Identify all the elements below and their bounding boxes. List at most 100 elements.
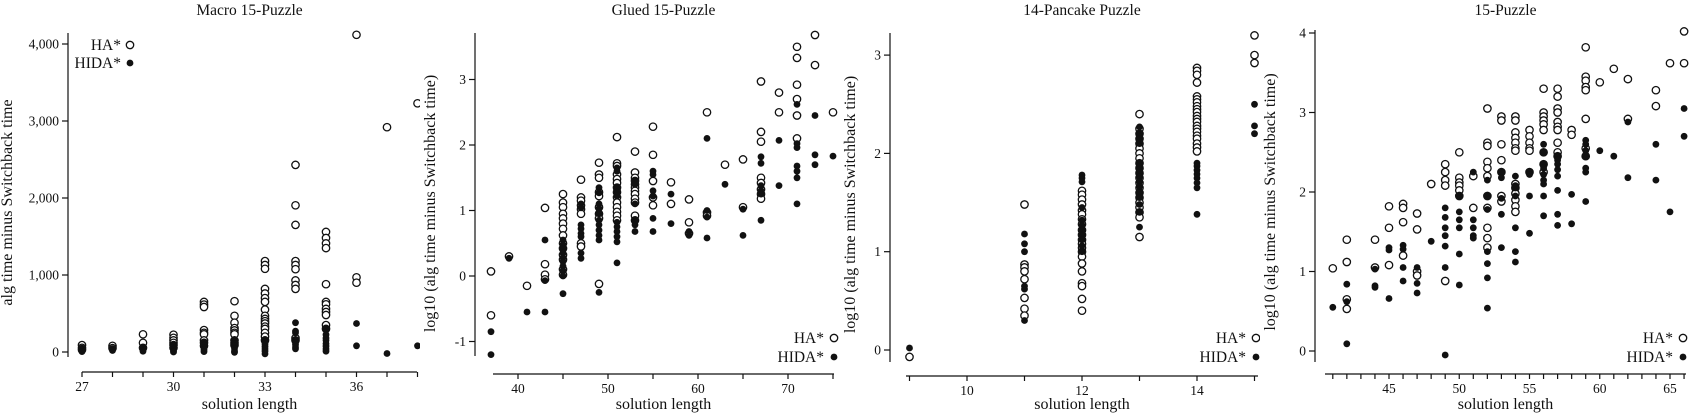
- data-point-hida: [1582, 140, 1590, 148]
- data-point-ha: [1497, 155, 1506, 165]
- y-tick-label: 3: [1299, 105, 1306, 120]
- data-point-hida: [505, 254, 513, 262]
- data-point-hida: [1078, 231, 1086, 239]
- data-point-hida: [1484, 304, 1491, 312]
- data-point-hida: [757, 153, 765, 161]
- data-point-hida: [1078, 204, 1086, 211]
- data-point-hida: [1193, 184, 1201, 192]
- data-point-hida: [1441, 214, 1449, 221]
- data-point-hida: [1427, 237, 1435, 245]
- series-ha: [1328, 27, 1689, 314]
- data-point-ha: [1511, 116, 1520, 125]
- data-point-hida: [1136, 209, 1143, 216]
- data-point-hida: [775, 137, 783, 144]
- data-point-hida: [1484, 176, 1491, 184]
- y-axis: 0 1 2 3: [874, 33, 891, 362]
- data-point-ha: [594, 158, 604, 168]
- data-point-ha: [774, 107, 784, 117]
- data-point-ha: [1539, 125, 1548, 135]
- data-point-hida: [577, 254, 585, 262]
- data-point-ha: [1077, 267, 1087, 276]
- data-point-hida: [559, 290, 567, 298]
- data-point-ha: [1665, 58, 1675, 68]
- legend-label: HA*: [1216, 330, 1246, 347]
- data-point-hida: [1371, 284, 1379, 291]
- data-point-ha: [321, 310, 331, 320]
- data-point-hida: [1498, 195, 1505, 202]
- data-point-hida: [1136, 178, 1143, 186]
- y-axis: 0 1 2 3 4: [1299, 26, 1316, 362]
- panel-15-puzzle: 0 1 2 3 4 45 50 55 60 65 15-Puzzle solution length l…: [1260, 0, 1689, 419]
- legend: HA* HIDA*: [1627, 330, 1688, 366]
- data-point-ha: [199, 302, 209, 312]
- x-axis-label: solution length: [616, 396, 712, 413]
- data-point-hida: [793, 167, 801, 175]
- data-point-ha: [1250, 50, 1259, 60]
- y-tick-label: 0: [52, 345, 59, 360]
- data-point-hida: [1469, 234, 1477, 242]
- data-point-hida: [1540, 180, 1547, 188]
- data-point-hida: [595, 210, 603, 218]
- data-point-ha: [1511, 207, 1520, 217]
- data-point-hida: [1136, 164, 1143, 172]
- data-point-ha: [1384, 223, 1394, 233]
- data-point-hida: [1498, 168, 1505, 176]
- data-point-hida: [231, 349, 238, 356]
- data-point-hida: [1652, 140, 1660, 148]
- data-point-hida: [414, 342, 420, 350]
- y-tick-label: 4: [1299, 26, 1306, 41]
- data-point-ha: [1398, 251, 1408, 260]
- data-point-ha: [1020, 293, 1029, 303]
- data-point-ha: [756, 77, 766, 86]
- data-point-hida: [613, 167, 621, 175]
- data-point-hida: [793, 101, 801, 108]
- data-point-hida: [1540, 148, 1547, 156]
- data-point-hida: [1540, 192, 1547, 200]
- data-point-hida: [793, 144, 801, 152]
- data-point-hida: [1413, 280, 1421, 287]
- data-point-hida: [1554, 187, 1561, 194]
- data-point-hida: [811, 112, 819, 119]
- data-point-hida: [685, 232, 693, 239]
- data-point-hida: [1540, 212, 1547, 220]
- x-axis-label: solution length: [1458, 396, 1554, 413]
- data-point-hida: [1136, 194, 1143, 202]
- data-point-ha: [260, 264, 270, 274]
- data-point-ha: [666, 199, 676, 209]
- legend-marker-filled-icon: [1679, 353, 1687, 361]
- data-point-hida: [1399, 245, 1407, 253]
- data-point-hida: [595, 236, 603, 244]
- data-point-ha: [594, 279, 604, 289]
- data-point-ha: [1454, 147, 1464, 157]
- series-hida: [78, 319, 420, 358]
- data-point-hida: [1136, 223, 1143, 231]
- data-point-hida: [541, 236, 549, 244]
- legend: HA* HIDA*: [778, 330, 839, 366]
- data-point-hida: [1484, 274, 1491, 282]
- data-point-ha: [1525, 146, 1534, 156]
- legend-label: HA*: [1643, 330, 1673, 347]
- y-tick-label: 3: [459, 72, 466, 87]
- data-point-ha: [774, 88, 784, 97]
- data-point-hida: [1136, 159, 1143, 167]
- data-point-hida: [322, 325, 330, 333]
- data-point-hida: [1610, 152, 1618, 160]
- data-point-hida: [78, 348, 86, 355]
- data-point-hida: [739, 205, 747, 213]
- series-hida: [906, 100, 1258, 352]
- data-point-hida: [775, 182, 783, 190]
- data-point-hida: [1251, 130, 1258, 138]
- data-point-hida: [1343, 298, 1351, 306]
- data-point-ha: [1497, 116, 1506, 125]
- x-tick-label: 33: [258, 379, 272, 394]
- data-point-hida: [1136, 183, 1143, 191]
- data-point-hida: [631, 221, 639, 229]
- data-point-ha: [1077, 294, 1087, 304]
- legend-label: HA*: [794, 330, 824, 347]
- data-point-hida: [649, 171, 657, 178]
- data-point-hida: [200, 348, 208, 355]
- data-point-hida: [577, 204, 585, 212]
- data-point-hida: [1343, 340, 1351, 348]
- legend: HA* HIDA*: [1200, 330, 1260, 366]
- data-point-ha: [648, 122, 658, 132]
